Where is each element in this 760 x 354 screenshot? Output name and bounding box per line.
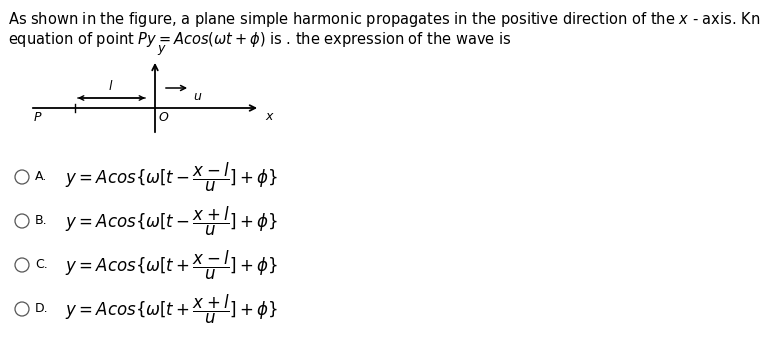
Text: $P$: $P$ (33, 111, 43, 124)
Text: $y = Acos\{\omega[t - \dfrac{x+l}{u}] + \phi\}$: $y = Acos\{\omega[t - \dfrac{x+l}{u}] + … (65, 204, 278, 238)
Text: equation of point $Py = Acos(\omega t + \phi)$ is . the expression of the wave i: equation of point $Py = Acos(\omega t + … (8, 30, 511, 49)
Text: $x$: $x$ (265, 110, 275, 123)
Text: As shown in the figure, a plane simple harmonic propagates in the positive direc: As shown in the figure, a plane simple h… (8, 10, 760, 29)
Text: $y = Acos\{\omega[t + \dfrac{x-l}{u}] + \phi\}$: $y = Acos\{\omega[t + \dfrac{x-l}{u}] + … (65, 249, 278, 281)
Text: A.: A. (35, 171, 47, 183)
Text: $y = Acos\{\omega[t - \dfrac{x-l}{u}] + \phi\}$: $y = Acos\{\omega[t - \dfrac{x-l}{u}] + … (65, 160, 278, 194)
Text: $O$: $O$ (158, 111, 169, 124)
Text: $l$: $l$ (108, 79, 114, 93)
Text: D.: D. (35, 303, 49, 315)
Text: C.: C. (35, 258, 48, 272)
Text: B.: B. (35, 215, 48, 228)
Text: $y = Acos\{\omega[t + \dfrac{x+l}{u}] + \phi\}$: $y = Acos\{\omega[t + \dfrac{x+l}{u}] + … (65, 292, 278, 326)
Text: $y$: $y$ (157, 43, 167, 57)
Text: $u$: $u$ (193, 90, 202, 103)
